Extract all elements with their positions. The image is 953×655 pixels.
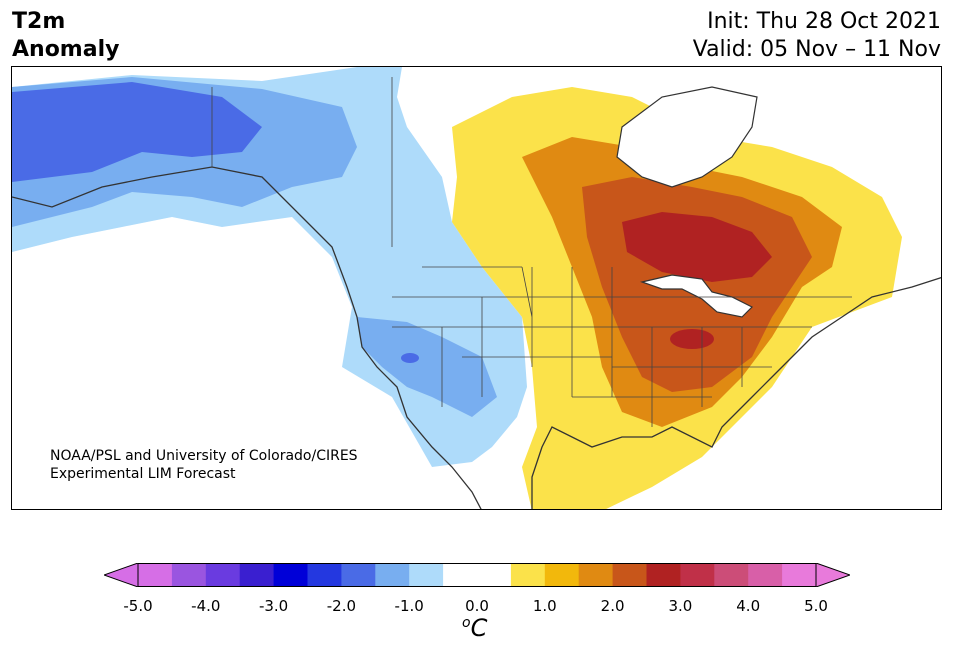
colorbar-cell [748,563,783,587]
unit-degree: o [462,615,471,631]
colorbar-cell [171,563,207,587]
colorbar-tick-label: 4.0 [736,597,761,615]
map-title: T2m Anomaly [12,8,119,64]
colorbar-tick-label: 3.0 [668,597,693,615]
valid-range: Valid: 05 Nov – 11 Nov [692,37,941,62]
map-canvas [12,67,941,509]
cold-anomaly-strong [12,82,262,182]
colorbar-tick-labels: -5.0 -4.0 -3.0 -2.0 -1.0 0.0 1.0 2.0 3.0 4.0 5.0 [0,597,953,617]
colorbar-cell [443,563,478,587]
cold-anomaly-mid-sw [357,317,497,417]
colorbar [104,563,850,587]
colorbar-tick-label: 2.0 [600,597,625,615]
colorbar-cell [375,563,410,587]
colorbar-cell [782,563,817,587]
colorbar-cell [612,563,647,587]
colorbar-cells [138,563,817,587]
colorbar-cell [409,563,444,587]
colorbar-tick-label: -5.0 [123,597,153,615]
colorbar-cell [205,563,241,587]
colorbar-cell [307,563,342,587]
credit-line-1: NOAA/PSL and University of Colorado/CIRE… [50,448,358,464]
warm-anomaly-core-south [670,329,714,349]
colorbar-tick-label: -1.0 [394,597,424,615]
anomaly-map: NOAA/PSL and University of Colorado/CIRE… [11,66,942,510]
colorbar-cell [273,563,308,587]
great-lakes [639,274,754,318]
colorbar-unit: oC [462,614,487,642]
colorbar-cell [544,563,580,587]
colorbar-cell [341,563,376,587]
warm-anomaly-dark-red [622,212,772,282]
colorbar-cell [477,563,512,587]
colorbar-under-arrow [104,563,139,587]
coastline [12,166,941,509]
colorbar-tick-label: -3.0 [258,597,289,615]
colorbar-tick-label: 0.0 [465,597,489,615]
colorbar-tick-label: 1.0 [532,597,557,615]
colorbar-tick-label: -2.0 [326,597,357,615]
colorbar-cell [646,563,681,587]
title-line-2: Anomaly [12,37,120,62]
title-line-1: T2m [12,9,66,34]
colorbar-tick-label: -4.0 [191,597,221,615]
credit-text: NOAA/PSL and University of Colorado/CIRE… [50,447,358,483]
colorbar-tick-label: 5.0 [804,597,828,615]
colorbar-cell [239,563,275,587]
cold-anomaly-core [401,353,419,363]
colorbar-cell [680,563,715,587]
init-date: Init: Thu 28 Oct 2021 [707,9,941,34]
colorbar-cell [714,563,749,587]
unit-celsius: C [470,614,488,642]
forecast-dates: Init: Thu 28 Oct 2021 Valid: 05 Nov – 11… [693,8,941,64]
colorbar-cell [578,563,614,587]
hudson-bay [616,86,758,188]
credit-line-2: Experimental LIM Forecast [50,466,236,482]
colorbar-outline [137,563,817,587]
state-borders [211,77,852,427]
colorbar-over-arrow [815,563,850,587]
colorbar-cell [510,563,546,587]
colorbar-cell [138,563,173,587]
